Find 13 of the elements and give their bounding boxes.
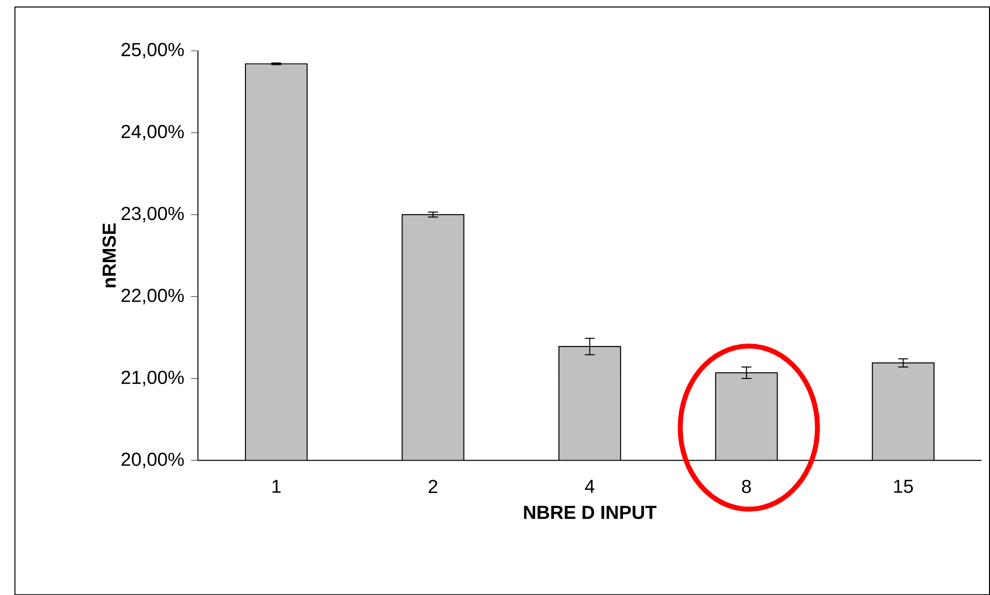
x-tick-label: 8 bbox=[742, 480, 751, 494]
y-tick-label: 23,00% bbox=[122, 206, 184, 222]
y-tick-label: 20,00% bbox=[122, 452, 184, 468]
y-axis-title: nRMSE bbox=[102, 223, 116, 288]
y-tick-label: 21,00% bbox=[122, 370, 184, 386]
x-tick-label: 1 bbox=[272, 480, 281, 493]
y-tick-label: 24,00% bbox=[122, 124, 184, 140]
y-tick-label: 22,00% bbox=[122, 288, 184, 304]
x-tick-label: 15 bbox=[894, 480, 913, 493]
x-tick-label: 2 bbox=[428, 480, 438, 493]
x-axis-title: NBRE D INPUT bbox=[524, 506, 656, 519]
y-tick-label: 25,00% bbox=[122, 42, 184, 58]
x-tick-label: 4 bbox=[584, 480, 594, 493]
